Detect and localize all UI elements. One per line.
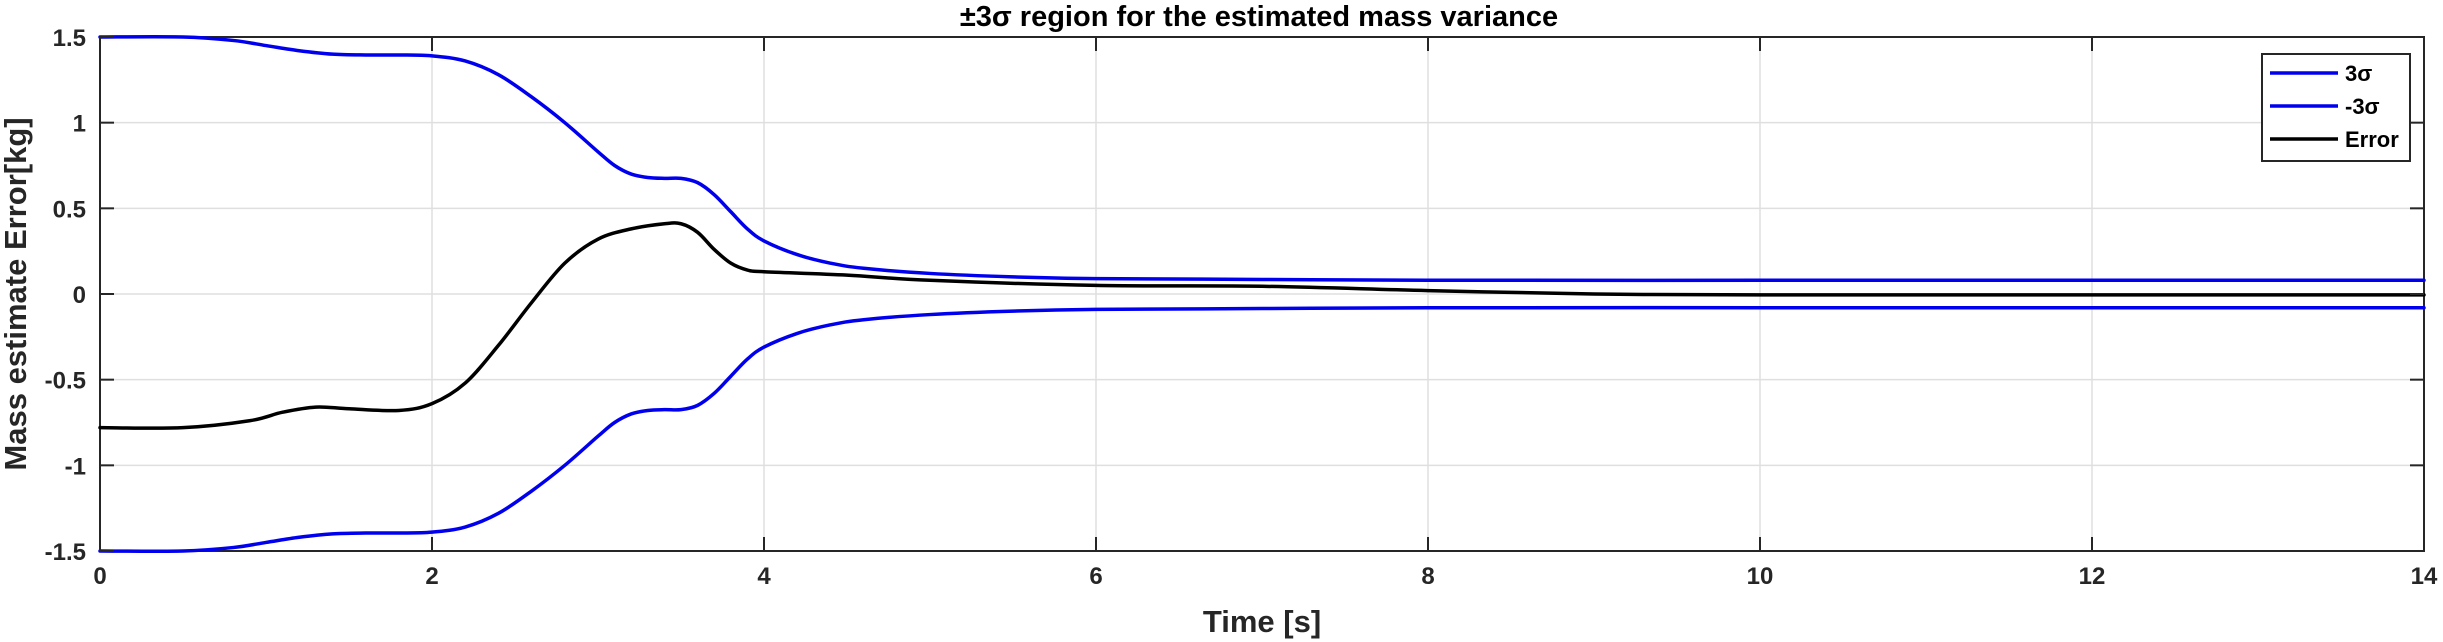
y-tick-label: -1.5 (45, 539, 86, 566)
tick-labels: 0 2 4 6 8 10 12 14 1.5 1 0.5 0 -0.5 -1 -1.5 (45, 25, 2438, 590)
y-axis-label: Mass estimate Error[kg] (0, 117, 33, 470)
legend-label: -3σ (2345, 94, 2380, 119)
x-tick-label: 2 (425, 563, 438, 590)
legend: 3σ -3σ Error (2261, 53, 2411, 162)
grid (99, 36, 2425, 552)
series-group (98, 34, 2426, 554)
y-tick-label: 0.5 (53, 196, 86, 223)
x-tick-label: 4 (757, 563, 771, 590)
series-line-2 (98, 305, 2426, 554)
y-tick-label: 1.5 (53, 25, 86, 52)
x-tick-label: 0 (93, 563, 106, 590)
x-tick-label: 6 (1089, 563, 1102, 590)
legend-label: 3σ (2345, 61, 2372, 86)
series-line-1 (98, 34, 2426, 283)
series-line-3 (98, 221, 2426, 430)
x-tick-label: 8 (1421, 563, 1434, 590)
x-axis-label: Time [s] (1203, 604, 1321, 639)
chart-title: ±3σ region for the estimated mass varian… (960, 1, 1558, 33)
legend-label: Error (2345, 127, 2399, 152)
y-tick-label: -0.5 (45, 368, 86, 395)
y-tick-label: 1 (73, 111, 86, 138)
x-tick-label: 10 (1747, 563, 1774, 590)
x-tick-label: 12 (2079, 563, 2106, 590)
y-tick-label: -1 (65, 453, 86, 480)
y-tick-label: 0 (73, 282, 86, 309)
x-tick-label: 14 (2411, 563, 2438, 590)
